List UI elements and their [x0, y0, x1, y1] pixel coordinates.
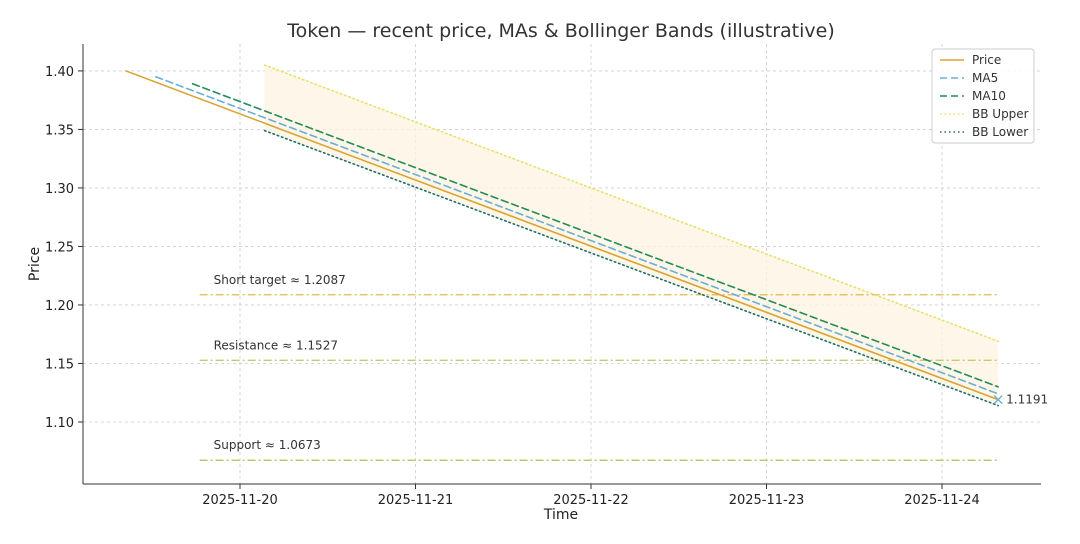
bollinger-band-area [264, 65, 999, 406]
series-line-price [125, 70, 999, 401]
y-tick-label: 1.40 [45, 65, 74, 80]
series-line-bb-lower [263, 129, 999, 407]
x-tick-label: 2025-11-20 [202, 493, 278, 508]
y-tick-label: 1.35 [45, 123, 74, 138]
legend-entry: BB Upper [972, 107, 1029, 121]
series-lines: 1.1191 [125, 64, 1048, 407]
grid [83, 44, 1041, 484]
y-tick-label: 1.25 [45, 240, 74, 255]
x-tick-label: 2025-11-22 [553, 493, 629, 508]
x-tick-label: 2025-11-24 [904, 493, 980, 508]
x-tick-label: 2025-11-21 [378, 493, 454, 508]
legend-entry: MA10 [972, 89, 1006, 103]
last-price-label: 1.1191 [1006, 393, 1048, 407]
ticks: 2025-11-20 2025-11-21 2025-11-22 2025-11-23… [45, 65, 980, 508]
last-price-marker [993, 395, 1003, 405]
y-tick-label: 1.10 [45, 416, 74, 431]
bollinger-band-fill [264, 65, 999, 406]
legend: Price MA5 MA10 BB Upper BB Lower [931, 48, 1035, 144]
axes [82, 44, 1041, 485]
level-lines: Short target ≈ 1.2087 Resistance ≈ 1.1527… [199, 273, 999, 461]
chart-title: Token — recent price, MAs & Bollinger Ba… [286, 20, 834, 42]
y-tick-label: 1.20 [45, 299, 74, 314]
legend-entry: BB Lower [972, 125, 1028, 139]
y-tick-label: 1.15 [45, 357, 74, 372]
x-tick-label: 2025-11-23 [729, 493, 805, 508]
legend-box [931, 48, 1035, 144]
level-label: Support ≈ 1.0673 [214, 438, 321, 452]
series-line-ma10 [191, 82, 999, 388]
series-line-ma5 [154, 75, 999, 395]
y-tick-label: 1.30 [45, 182, 74, 197]
legend-entry: MA5 [972, 71, 998, 85]
series-line-bb-upper [263, 64, 999, 343]
y-axis-label: Price [27, 247, 43, 281]
level-label: Short target ≈ 1.2087 [214, 273, 346, 287]
level-label: Resistance ≈ 1.1527 [214, 338, 338, 352]
x-axis-label: Time [543, 507, 578, 523]
legend-entry: Price [972, 53, 1001, 67]
